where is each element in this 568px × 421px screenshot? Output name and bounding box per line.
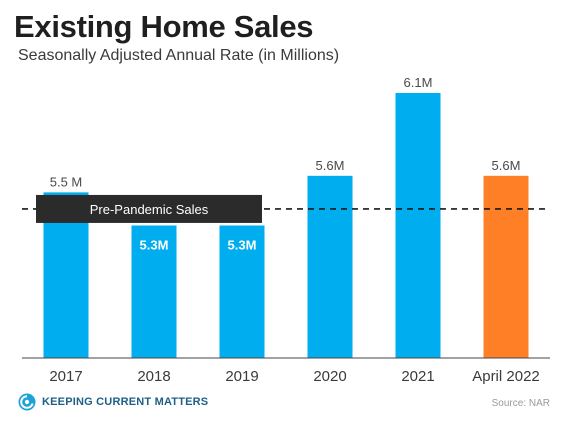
bar-2019 (219, 225, 265, 358)
data-label-april-2022: 5.6M (492, 158, 521, 173)
pre-pandemic-label-box (36, 194, 262, 223)
bar-april-2022 (483, 175, 529, 358)
bar-2021 (395, 93, 441, 358)
brand-logo: Keeping Current Matters (18, 393, 208, 411)
data-label-2017: 5.5 M (50, 174, 83, 189)
x-tick-label: 2017 (49, 368, 82, 385)
x-tick-label: 2019 (225, 368, 258, 385)
chart-title: Existing Home Sales (14, 9, 314, 44)
data-label-2018: 5.3M (140, 238, 169, 253)
kcm-logo-icon (18, 393, 36, 411)
bar-2020 (307, 175, 353, 358)
brand-name: Keeping Current Matters (42, 396, 209, 408)
source-note: Source: NAR (491, 398, 550, 409)
data-label-2021: 6.1M (404, 75, 433, 90)
chart-subtitle: Seasonally Adjusted Annual Rate (in Mill… (18, 47, 340, 64)
bar-2018 (131, 225, 177, 358)
x-tick-label: 2020 (313, 368, 346, 385)
pre-pandemic-label: Pre-Pandemic Sales (90, 202, 209, 217)
data-label-2020: 5.6M (316, 158, 345, 173)
x-tick-label: 2021 (401, 368, 434, 385)
data-label-2019: 5.3M (228, 238, 257, 253)
x-tick-label: April 2022 (472, 368, 540, 385)
x-tick-label: 2018 (137, 368, 170, 385)
